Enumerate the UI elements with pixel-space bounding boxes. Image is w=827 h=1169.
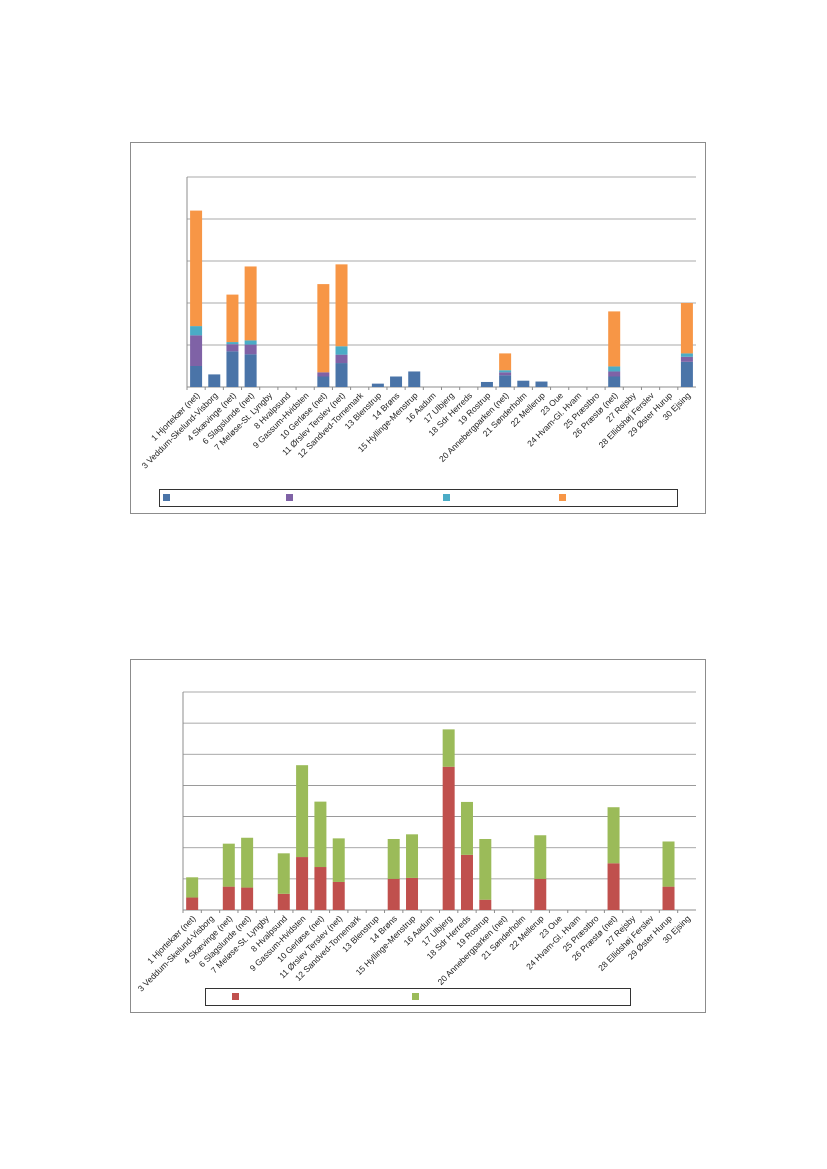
chart-1-bar-series2 xyxy=(499,372,512,376)
chart-1-bar-series1 xyxy=(190,366,203,387)
chart-1-bar-series2 xyxy=(608,371,621,377)
chart-1-bar-series2 xyxy=(190,335,203,366)
chart-1-bar-series3 xyxy=(190,326,203,336)
chart-1-bar-series1 xyxy=(208,374,221,387)
chart-2-bar-series2 xyxy=(277,853,290,894)
chart-1-bar-series3 xyxy=(226,342,239,345)
chart-2-bar-series1 xyxy=(442,766,455,910)
chart-2-legend-marker-series1 xyxy=(232,993,239,1000)
chart-1-bar-series3 xyxy=(335,346,348,355)
chart-1-bar-series2 xyxy=(680,356,693,362)
chart-1: 1 Hjortekær (net) 3 Veddum-Skelund-Visbor… xyxy=(130,142,706,514)
chart-2-bar-series1 xyxy=(387,878,400,910)
chart-1-bar-series1 xyxy=(226,351,239,387)
chart-2-bar-series2 xyxy=(332,838,345,882)
chart-2-bar-series2 xyxy=(222,843,235,887)
chart-1-bar-series3 xyxy=(244,340,257,345)
chart-2-bar-series2 xyxy=(387,838,400,879)
chart-2-bar-series2 xyxy=(460,801,473,855)
chart-1-bar-series1 xyxy=(390,376,403,387)
chart-1-legend xyxy=(159,489,678,507)
chart-1-bar-series3 xyxy=(608,366,621,372)
chart-1-bar-series1 xyxy=(535,381,548,387)
chart-1-bar-series4 xyxy=(335,264,348,347)
chart-2-bar-series2 xyxy=(479,838,492,900)
chart-1-bar-series1 xyxy=(608,376,621,387)
chart-1-bar-series3 xyxy=(499,370,512,373)
chart-2-bar-series2 xyxy=(241,837,254,888)
chart-2-bar-series2 xyxy=(406,834,419,878)
chart-2-bar-series1 xyxy=(479,899,492,910)
chart-1-bar-series2 xyxy=(244,344,257,355)
chart-2: 1 Hjortekær (net) 3 Veddum-Skelund-Visbor… xyxy=(130,659,706,1013)
chart-2-bar-series1 xyxy=(534,878,547,910)
chart-2-bar-series1 xyxy=(607,863,620,910)
chart-2-bar-series1 xyxy=(662,886,675,910)
chart-2-x-tick-label: 3 Veddum-Skelund-Visborg xyxy=(136,913,216,993)
chart-2-bar-series1 xyxy=(241,887,254,910)
chart-2-bar-series1 xyxy=(460,854,473,910)
chart-1-bar-series1 xyxy=(335,363,348,387)
chart-1-legend-marker-series2 xyxy=(286,494,293,501)
chart-2-bar-series1 xyxy=(314,867,327,910)
chart-2-bar-series2 xyxy=(314,801,327,868)
chart-2-bar-series2 xyxy=(534,835,547,879)
chart-1-bar-series4 xyxy=(226,294,239,343)
chart-1-legend-marker-series4 xyxy=(559,494,566,501)
chart-1-bar-series1 xyxy=(317,376,330,387)
chart-1-legend-marker-series1 xyxy=(163,494,170,501)
chart-2-plot: 1 Hjortekær (net)3 Veddum-Skelund-Visbor… xyxy=(136,691,696,993)
chart-2-bar-series2 xyxy=(607,807,620,864)
chart-2-bar-series2 xyxy=(442,729,455,767)
chart-2-bar-series1 xyxy=(222,886,235,910)
chart-1-bar-series4 xyxy=(190,210,203,327)
chart-2-bar-series2 xyxy=(296,765,309,858)
chart-1-plot: 1 Hjortekær (net)3 Veddum-Skelund-Visbor… xyxy=(140,176,696,470)
chart-2-bar-series2 xyxy=(662,841,675,887)
chart-2-bar-series1 xyxy=(296,857,309,910)
chart-1-bar-series1 xyxy=(371,383,384,387)
chart-2-legend-marker-series2 xyxy=(412,993,419,1000)
chart-1-bar-series1 xyxy=(244,354,257,387)
chart-1-bar-series1 xyxy=(517,380,530,387)
chart-1-bar-series4 xyxy=(317,284,330,373)
chart-2-legend xyxy=(205,988,631,1006)
chart-2-bar-series1 xyxy=(186,897,199,910)
chart-1-bar-series1 xyxy=(480,381,493,387)
chart-2-bar-series1 xyxy=(277,893,290,910)
chart-1-legend-marker-series3 xyxy=(443,494,450,501)
chart-1-bar-series1 xyxy=(499,375,512,387)
chart-2-bar-series1 xyxy=(406,877,419,910)
chart-1-bar-series1 xyxy=(680,361,693,387)
chart-1-bar-series2 xyxy=(226,344,239,352)
chart-1-bar-series4 xyxy=(244,266,257,341)
chart-2-bar-series2 xyxy=(186,877,199,898)
chart-1-bar-series3 xyxy=(680,353,693,357)
chart-2-bar-series1 xyxy=(332,881,345,910)
chart-1-bar-series4 xyxy=(680,303,693,354)
chart-1-bar-series1 xyxy=(408,371,421,387)
chart-1-bar-series2 xyxy=(335,354,348,364)
chart-1-bar-series4 xyxy=(608,311,621,367)
chart-1-bar-series2 xyxy=(317,372,330,377)
chart-1-bar-series4 xyxy=(499,353,512,371)
